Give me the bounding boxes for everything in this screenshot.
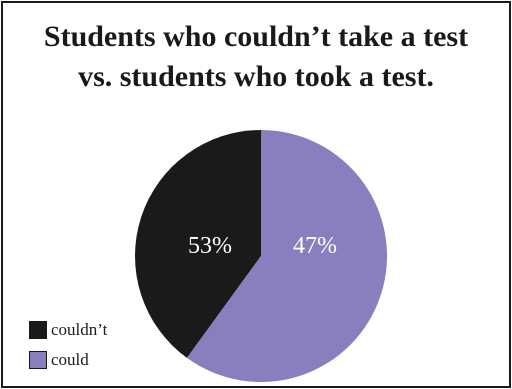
- legend-swatch-couldnt: [29, 321, 47, 339]
- chart-title-line-1: Students who couldn’t take a test: [43, 20, 469, 53]
- legend-item-could: could: [29, 347, 107, 373]
- legend-label-could: could: [51, 350, 89, 369]
- legend-item-couldnt: couldn’t: [29, 317, 107, 343]
- pie-chart: 53% 47%: [135, 130, 388, 382]
- chart-title-line-2: vs. students who took a test.: [78, 60, 434, 93]
- chart-title: Students who couldn’t take a test vs. st…: [3, 17, 509, 97]
- legend-label-couldnt: couldn’t: [51, 320, 108, 339]
- pie-slice-couldnt: [135, 130, 261, 358]
- legend: couldn’t could: [29, 317, 107, 377]
- pie-slice-could: [186, 130, 388, 382]
- slice-label-couldnt: 53%: [188, 233, 232, 259]
- legend-swatch-could: [29, 351, 47, 369]
- slice-label-could: 47%: [293, 233, 337, 259]
